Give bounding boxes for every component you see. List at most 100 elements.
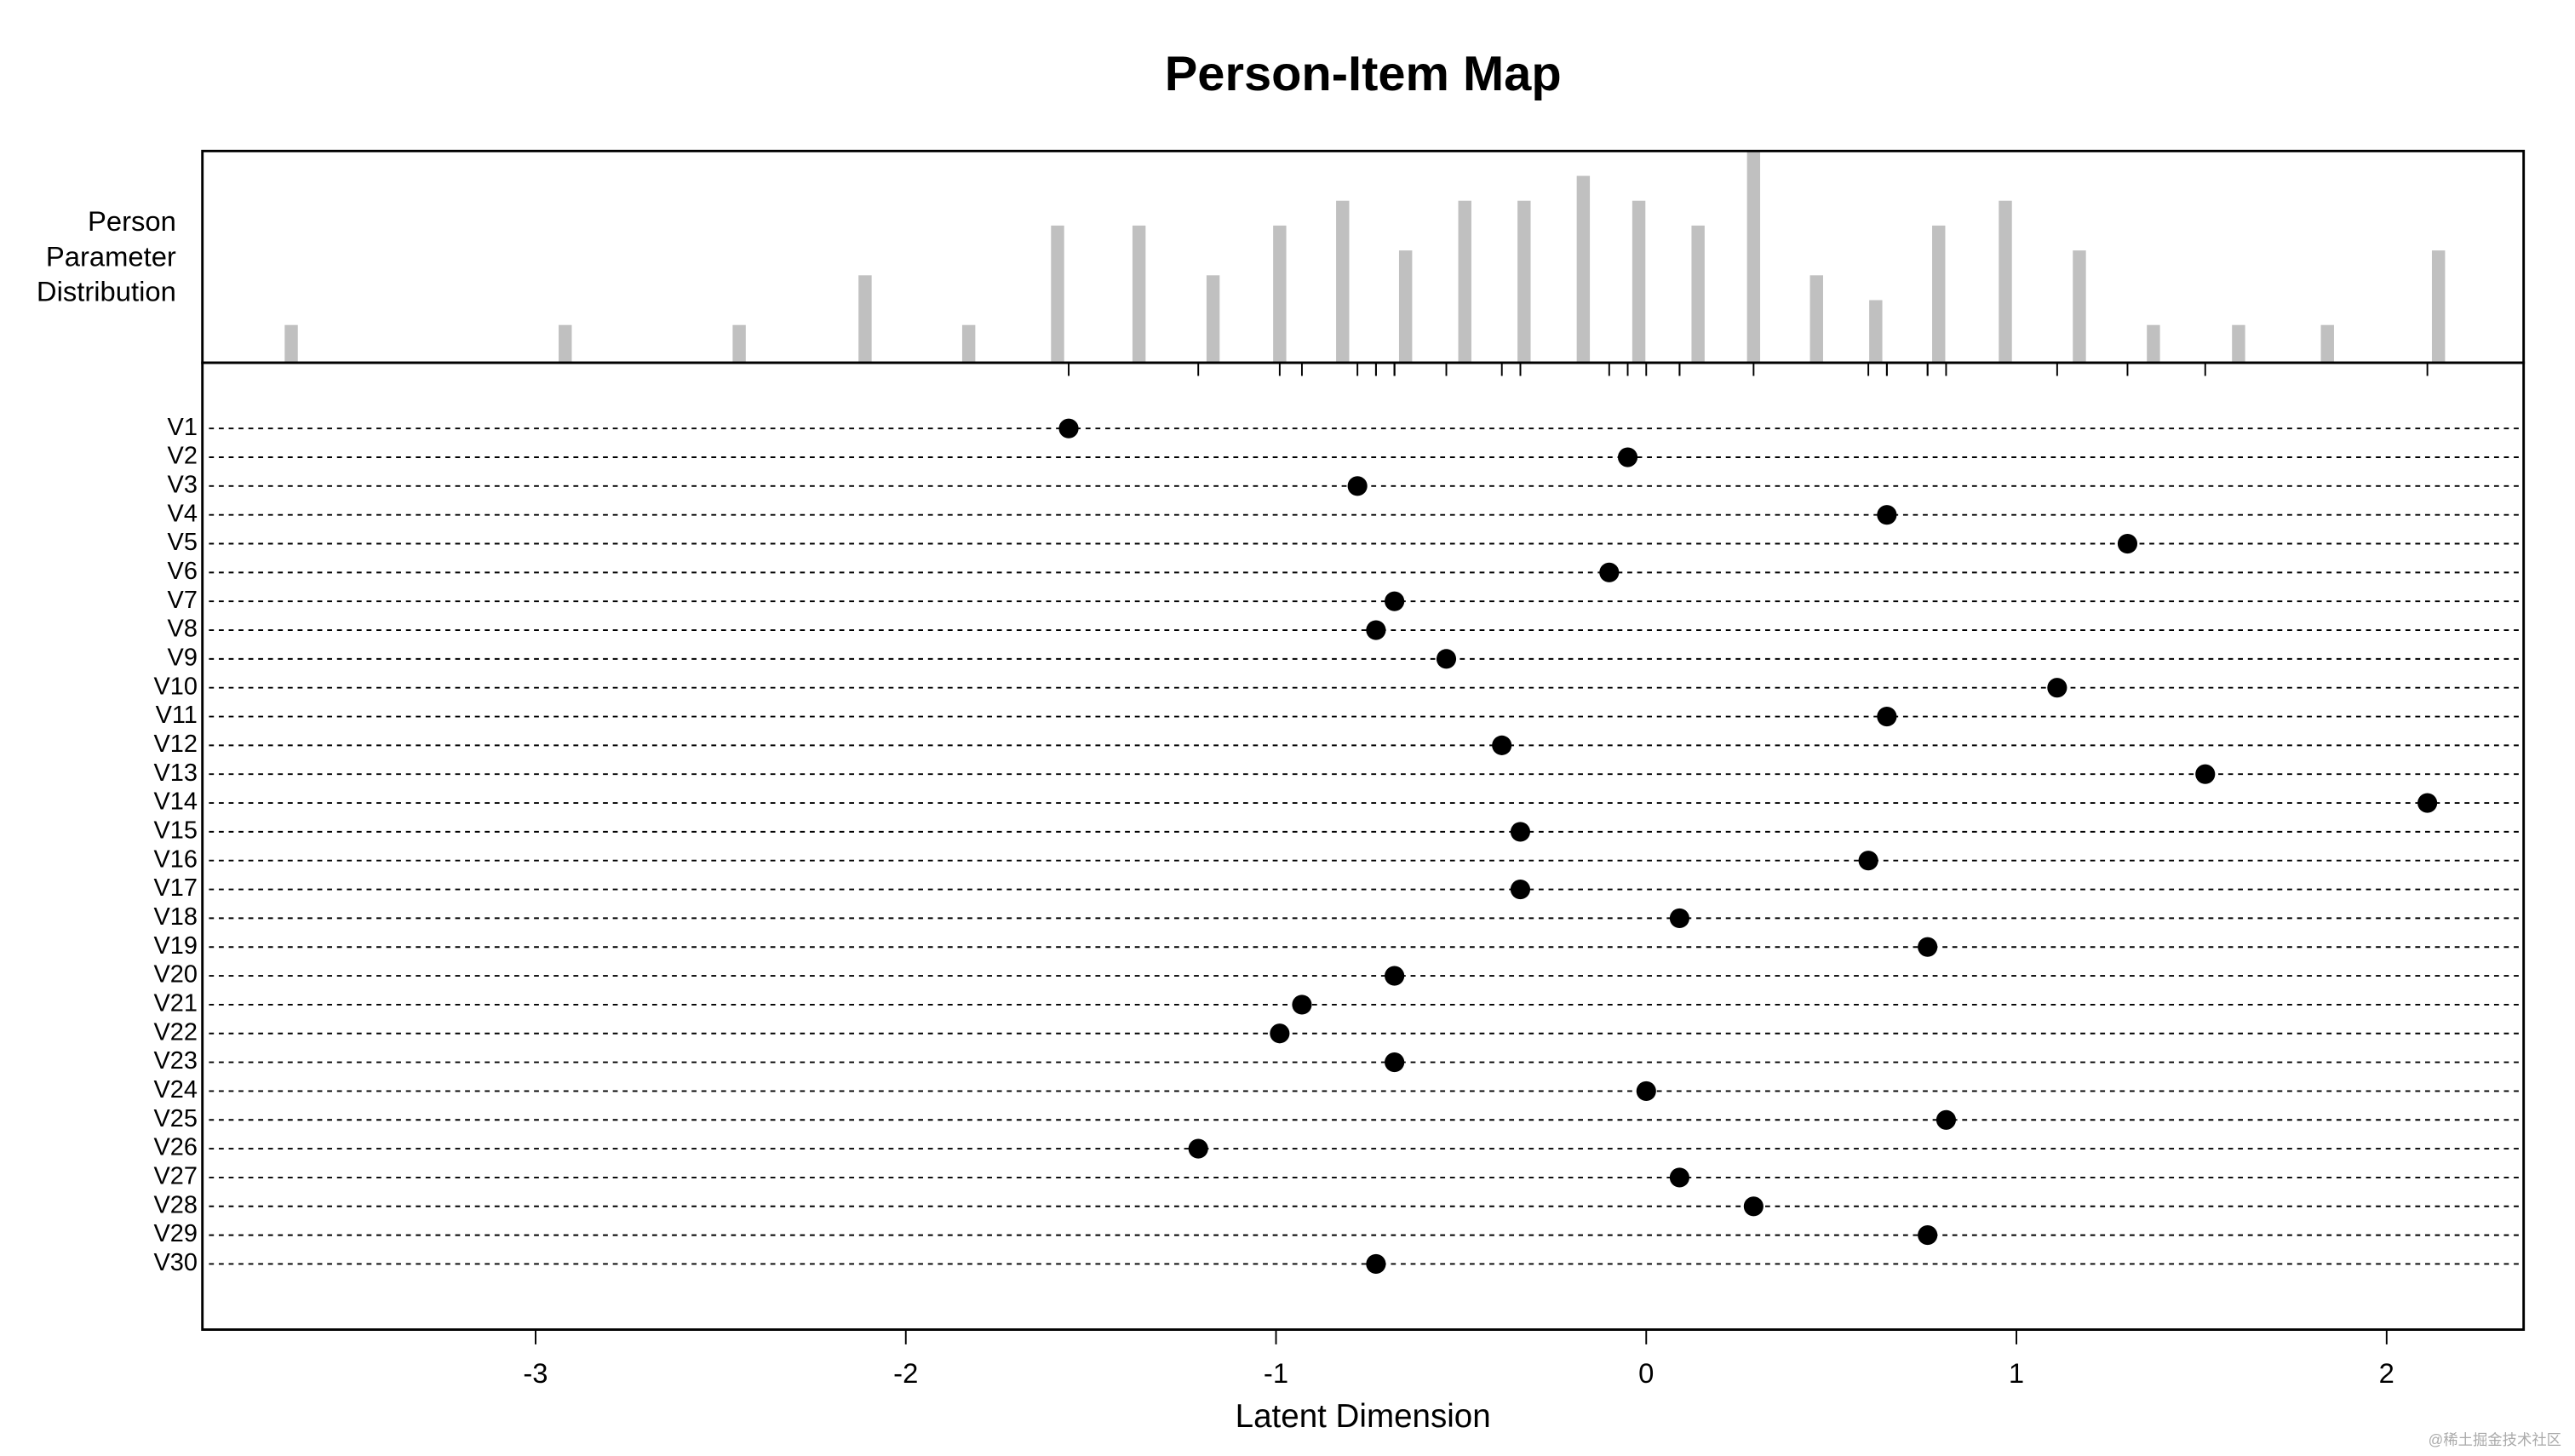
- watermark: @稀土掘金技术社区: [2429, 1431, 2561, 1448]
- item-point: [1270, 1023, 1290, 1044]
- x-tick-label: 1: [2009, 1357, 2024, 1389]
- x-tick-label: 2: [2379, 1357, 2394, 1389]
- item-label: V28: [153, 1191, 197, 1218]
- item-point: [2117, 533, 2138, 554]
- item-label: V8: [168, 616, 198, 643]
- item-label: V6: [168, 558, 198, 585]
- item-point: [1436, 649, 1457, 669]
- item-label: V5: [168, 529, 198, 556]
- x-tick-label: 0: [1638, 1357, 1654, 1389]
- item-label: V24: [153, 1076, 197, 1103]
- item-point: [1366, 1253, 1386, 1275]
- item-point: [1743, 1196, 1764, 1217]
- item-label: V7: [168, 587, 198, 614]
- histogram-bar: [1398, 250, 1413, 364]
- histogram-bar: [1869, 300, 1883, 364]
- item-label: V23: [153, 1047, 197, 1075]
- histogram-bar: [1932, 225, 1946, 364]
- item-point: [1347, 476, 1368, 496]
- x-tick-label: -1: [1264, 1357, 1288, 1389]
- x-axis-label: Latent Dimension: [1236, 1398, 1491, 1435]
- item-point: [1669, 1167, 1689, 1188]
- chart-title: Person-Item Map: [1165, 47, 1562, 101]
- histogram-bar: [2431, 250, 2446, 364]
- histogram-bar: [1746, 151, 1761, 364]
- item-point: [1599, 562, 1620, 582]
- item-point: [1617, 447, 1638, 467]
- histogram-bar: [1336, 200, 1350, 364]
- item-label: V17: [153, 874, 197, 902]
- item-point: [1918, 1225, 1938, 1246]
- item-label: V18: [153, 903, 197, 931]
- item-label: V13: [153, 760, 197, 787]
- item-label: V16: [153, 846, 197, 873]
- item-label: V21: [153, 990, 197, 1017]
- item-point: [1492, 735, 1512, 755]
- item-label: V1: [168, 414, 198, 441]
- histogram-bar: [732, 324, 746, 364]
- item-point: [1292, 995, 1312, 1015]
- item-label: V2: [168, 443, 198, 470]
- item-label: V12: [153, 731, 197, 758]
- item-label: V25: [153, 1105, 197, 1132]
- item-label: V3: [168, 471, 198, 498]
- item-point: [1366, 620, 1386, 640]
- histogram-bar: [2073, 250, 2086, 364]
- item-label: V15: [153, 817, 197, 845]
- item-label: V9: [168, 645, 198, 672]
- item-point: [2195, 764, 2216, 784]
- item-point: [1385, 591, 1405, 611]
- item-label: V19: [153, 932, 197, 960]
- histogram-bar: [858, 275, 872, 364]
- item-label: V10: [153, 673, 197, 700]
- item-frame: [201, 361, 2526, 1332]
- item-label: V29: [153, 1220, 197, 1247]
- item-label: V14: [153, 788, 197, 816]
- item-point: [1918, 937, 1938, 957]
- histogram-bar: [559, 324, 572, 364]
- histogram-bar: [1517, 200, 1531, 364]
- histogram-bar: [961, 324, 976, 364]
- item-label: V30: [153, 1249, 197, 1276]
- item-point: [1936, 1109, 1957, 1130]
- histogram-bar: [1132, 225, 1146, 364]
- item-point: [1385, 1052, 1405, 1073]
- item-point: [1877, 505, 1897, 525]
- histogram-bar: [2320, 324, 2334, 364]
- item-point: [1669, 908, 1689, 928]
- histogram-bar: [1576, 175, 1591, 364]
- x-tick-label: -3: [523, 1357, 548, 1389]
- histogram-label: Distribution: [37, 276, 176, 307]
- item-label: V11: [156, 702, 198, 729]
- item-label: V20: [153, 961, 197, 989]
- item-label: V27: [153, 1163, 197, 1190]
- x-tick-label: -2: [893, 1357, 918, 1389]
- histogram-label: Parameter: [46, 240, 176, 272]
- item-point: [1858, 851, 1878, 871]
- item-label: V22: [153, 1018, 197, 1046]
- item-label: V4: [168, 500, 198, 527]
- item-point: [2047, 678, 2067, 698]
- histogram-bar: [2232, 324, 2245, 364]
- histogram-bar: [1273, 225, 1287, 364]
- item-point: [2417, 793, 2438, 813]
- item-point: [1636, 1081, 1656, 1101]
- histogram-bar: [284, 324, 298, 364]
- histogram-bar: [1458, 200, 1471, 364]
- item-point: [1058, 418, 1079, 439]
- item-point: [1510, 879, 1531, 900]
- item-point: [1385, 966, 1405, 986]
- histogram-bar: [1999, 200, 2012, 364]
- histogram-bar: [1632, 200, 1646, 364]
- item-point: [1188, 1138, 1208, 1159]
- item-point: [1510, 822, 1531, 842]
- histogram-bar: [2147, 324, 2160, 364]
- histogram-bar: [1809, 275, 1823, 364]
- item-point: [1877, 706, 1897, 727]
- histogram-bar: [1691, 225, 1705, 364]
- item-label: V26: [153, 1134, 197, 1161]
- histogram-label: Person: [88, 205, 176, 237]
